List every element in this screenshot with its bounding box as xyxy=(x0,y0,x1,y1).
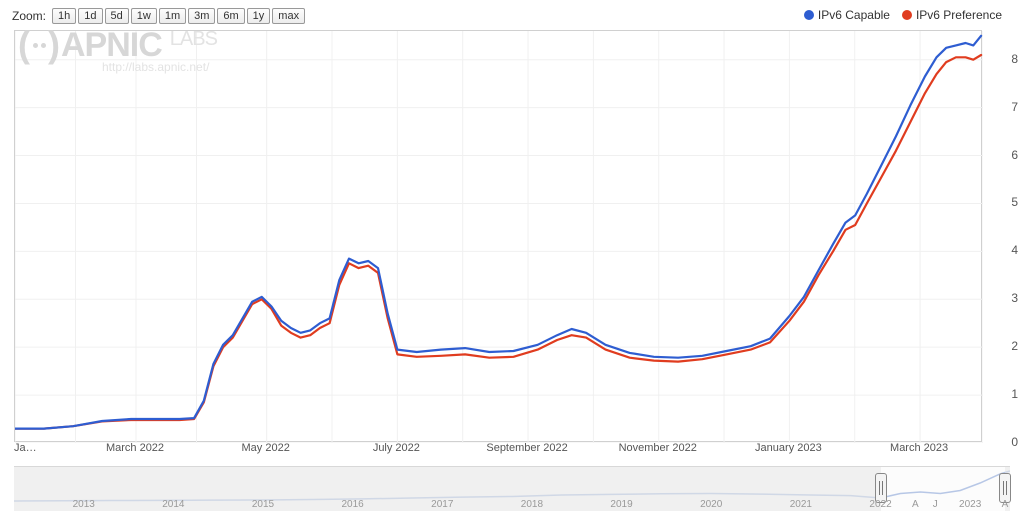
navigator-tick: 2021 xyxy=(790,499,812,510)
y-tick: 1 xyxy=(1011,387,1018,401)
y-tick: 3 xyxy=(1011,291,1018,305)
navigator-tick: 2023 xyxy=(959,499,981,510)
navigator-tick: 2014 xyxy=(162,499,184,510)
legend-dot-preference xyxy=(902,10,912,20)
zoom-label: Zoom: xyxy=(12,9,46,23)
zoom-btn-1w[interactable]: 1w xyxy=(131,8,157,24)
navigator-tick: 2018 xyxy=(521,499,543,510)
zoom-toolbar: Zoom: 1h 1d 5d 1w 1m 3m 6m 1y max xyxy=(12,8,305,24)
plot-svg xyxy=(15,31,983,443)
plot-area xyxy=(14,30,982,442)
navigator-tick: 2017 xyxy=(431,499,453,510)
y-tick: 6 xyxy=(1011,148,1018,162)
zoom-btn-1d[interactable]: 1d xyxy=(78,8,102,24)
y-tick: 4 xyxy=(1011,243,1018,257)
legend-dot-capable xyxy=(804,10,814,20)
x-tick: March 2022 xyxy=(106,442,164,454)
navigator-tick: 2015 xyxy=(252,499,274,510)
navigator-tick: 2013 xyxy=(73,499,95,510)
x-tick: Ja… xyxy=(14,442,37,454)
chart-container: Zoom: 1h 1d 5d 1w 1m 3m 6m 1y max IPv6 C… xyxy=(0,0,1024,516)
y-axis: 012345678 xyxy=(988,30,1018,442)
navigator-tick: 2016 xyxy=(342,499,364,510)
zoom-btn-1y[interactable]: 1y xyxy=(247,8,271,24)
navigator-tick: A xyxy=(1002,499,1009,510)
y-tick: 8 xyxy=(1011,52,1018,66)
x-tick: May 2022 xyxy=(242,442,290,454)
legend-item-capable[interactable]: IPv6 Capable xyxy=(804,8,890,22)
navigator-tick: J xyxy=(933,499,938,510)
navigator[interactable]: 2013 2014 2015 2016 2017 2018 2019 2020 2021 2022… xyxy=(14,466,1010,510)
y-tick: 2 xyxy=(1011,339,1018,353)
x-tick: July 2022 xyxy=(373,442,420,454)
zoom-btn-6m[interactable]: 6m xyxy=(217,8,244,24)
navigator-tick: 2019 xyxy=(610,499,632,510)
zoom-btn-1m[interactable]: 1m xyxy=(159,8,186,24)
legend-label-preference: IPv6 Preference xyxy=(916,8,1002,22)
zoom-btn-5d[interactable]: 5d xyxy=(105,8,129,24)
x-tick: November 2022 xyxy=(619,442,697,454)
zoom-btn-max[interactable]: max xyxy=(272,8,305,24)
y-tick: 5 xyxy=(1011,195,1018,209)
zoom-btn-3m[interactable]: 3m xyxy=(188,8,215,24)
x-axis: Ja… March 2022 May 2022 July 2022 September … xyxy=(14,442,982,460)
navigator-tick: 2020 xyxy=(700,499,722,510)
y-tick: 7 xyxy=(1011,100,1018,114)
x-tick: September 2022 xyxy=(486,442,567,454)
legend-label-capable: IPv6 Capable xyxy=(818,8,890,22)
navigator-tick: A xyxy=(912,499,919,510)
zoom-btn-1h[interactable]: 1h xyxy=(52,8,76,24)
legend-item-preference[interactable]: IPv6 Preference xyxy=(902,8,1002,22)
x-tick: January 2023 xyxy=(755,442,822,454)
y-tick: 0 xyxy=(1011,435,1018,449)
x-tick: March 2023 xyxy=(890,442,948,454)
legend: IPv6 Capable IPv6 Preference xyxy=(804,8,1002,22)
navigator-tick: 2022 xyxy=(869,499,891,510)
